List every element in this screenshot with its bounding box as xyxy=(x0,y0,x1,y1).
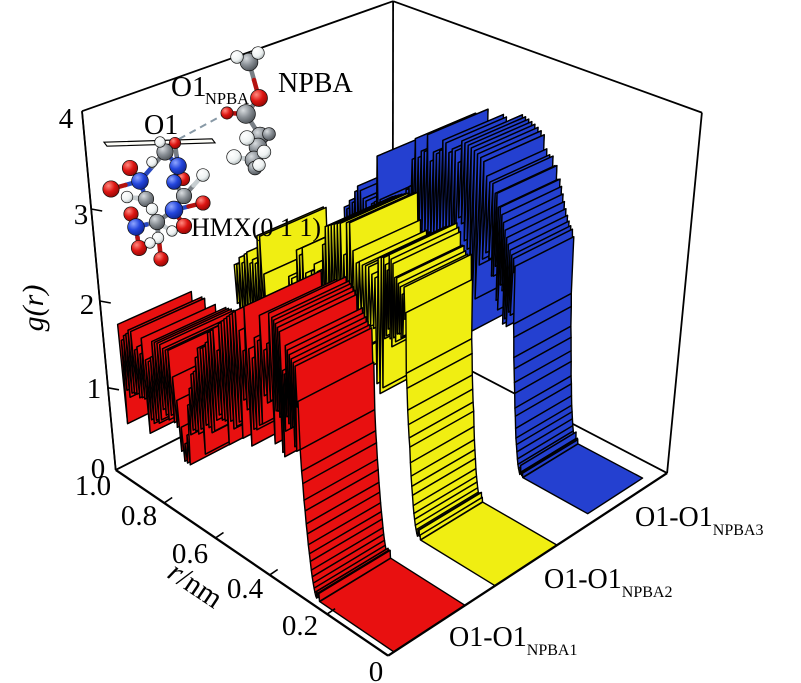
svg-text:O1: O1 xyxy=(144,110,178,141)
svg-text:3: 3 xyxy=(74,199,89,231)
svg-text:0.6: 0.6 xyxy=(172,538,208,570)
svg-text:0.2: 0.2 xyxy=(282,610,318,642)
svg-text:1: 1 xyxy=(87,373,102,405)
svg-text:0: 0 xyxy=(91,453,106,485)
svg-text:0.8: 0.8 xyxy=(121,500,157,532)
svg-text:0.4: 0.4 xyxy=(227,573,264,605)
svg-text:NPBA: NPBA xyxy=(205,89,249,108)
svg-text:1.0: 1.0 xyxy=(75,470,111,502)
svg-text:O1: O1 xyxy=(171,71,206,103)
svg-text:g(r): g(r) xyxy=(17,285,50,332)
svg-text:HMX(0 1 1): HMX(0 1 1) xyxy=(191,213,321,242)
svg-text:2: 2 xyxy=(80,289,95,321)
svg-text:NPBA: NPBA xyxy=(278,68,353,99)
svg-text:4: 4 xyxy=(59,103,74,135)
svg-text:0: 0 xyxy=(369,656,384,683)
